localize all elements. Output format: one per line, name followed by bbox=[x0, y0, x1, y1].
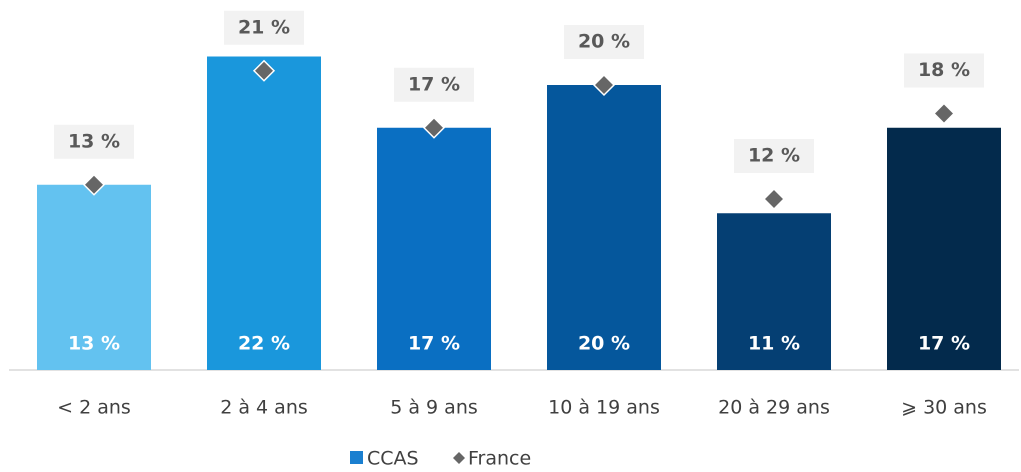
marker bbox=[932, 102, 956, 125]
bar bbox=[547, 85, 661, 370]
bar bbox=[717, 213, 831, 370]
legend-swatch bbox=[350, 451, 363, 464]
marker-label: 21 % bbox=[238, 16, 290, 38]
marker bbox=[422, 116, 446, 139]
bar bbox=[377, 127, 491, 370]
marker-label: 20 % bbox=[578, 31, 630, 53]
marker-label: 17 % bbox=[408, 73, 460, 95]
label-box bbox=[394, 67, 474, 102]
bar-label: 22 % bbox=[238, 333, 290, 355]
x-tick-label: 5 à 9 ans bbox=[390, 397, 478, 419]
marker-label: 12 % bbox=[748, 145, 800, 167]
marker bbox=[82, 173, 106, 196]
x-tick-label: 20 à 29 ans bbox=[718, 397, 830, 419]
x-tick-label: ⩾ 30 ans bbox=[901, 397, 987, 419]
x-tick-label: < 2 ans bbox=[57, 397, 131, 419]
label-box bbox=[54, 124, 134, 159]
marker bbox=[762, 187, 786, 211]
bar-label: 11 % bbox=[748, 333, 800, 355]
legend-swatch bbox=[453, 452, 465, 464]
label-box bbox=[904, 53, 984, 88]
marker-label: 13 % bbox=[68, 130, 120, 152]
legend-label: France bbox=[468, 448, 531, 470]
bar-label: 17 % bbox=[408, 333, 460, 355]
label-box bbox=[224, 10, 304, 45]
x-tick-label: 10 à 19 ans bbox=[548, 397, 660, 419]
legend-label: CCAS bbox=[367, 448, 419, 470]
bar-label: 17 % bbox=[918, 333, 970, 355]
bar bbox=[207, 56, 321, 370]
marker-label: 18 % bbox=[918, 59, 970, 81]
bar-label: 20 % bbox=[578, 333, 630, 355]
bar bbox=[887, 127, 1001, 370]
x-tick-label: 2 à 4 ans bbox=[220, 397, 308, 419]
marker bbox=[252, 59, 276, 82]
bar bbox=[37, 184, 151, 370]
label-box bbox=[564, 25, 644, 59]
bar-label: 13 % bbox=[68, 333, 120, 355]
marker bbox=[592, 73, 616, 97]
label-box bbox=[734, 139, 814, 173]
